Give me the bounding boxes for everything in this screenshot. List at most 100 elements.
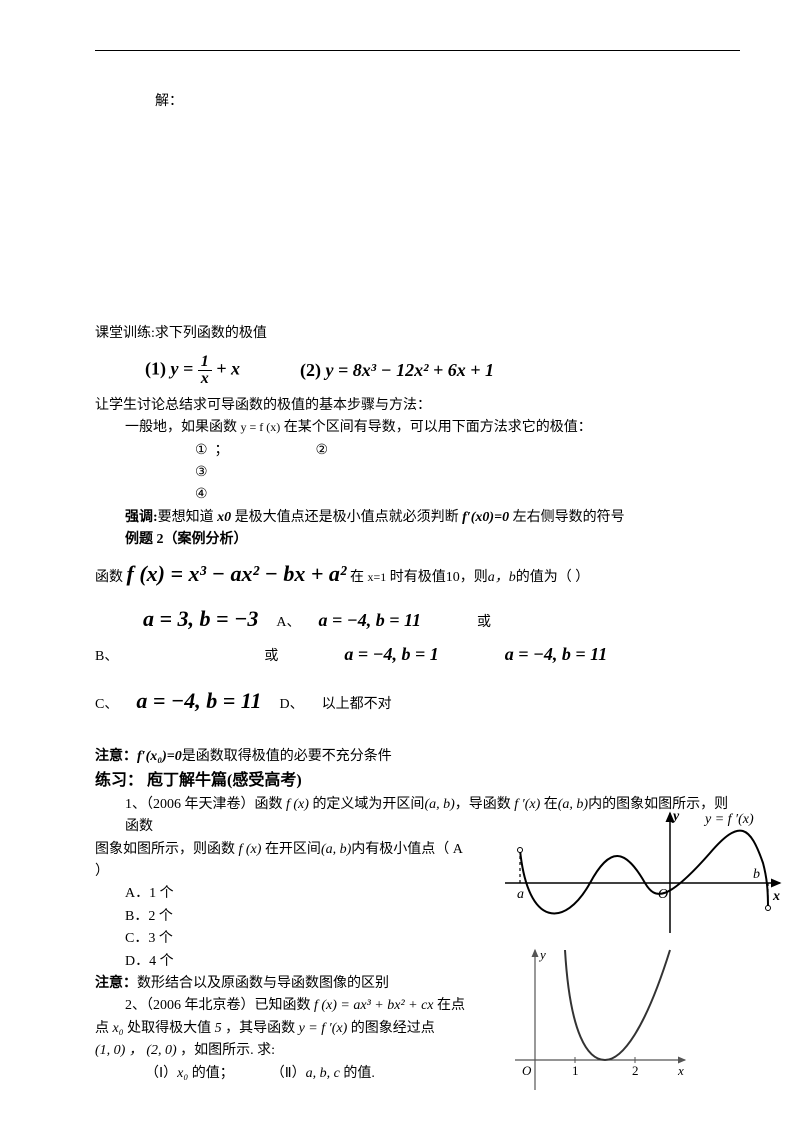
open-dot-a [518, 848, 523, 853]
q2-yfp: y = f ′(x) [295, 1021, 351, 1036]
q2-p2: a, b, c [306, 1066, 340, 1081]
q2-fx: f (x) = ax³ + bx² + cx [311, 998, 438, 1013]
note-math: f′(x₀)=0 [137, 749, 182, 764]
d-label: D、 [280, 694, 304, 716]
discuss-line1: 一般地，如果函数 y = f (x) 在某个区间有导数，可以用下面方法求它的极值… [125, 417, 740, 439]
f2-prefix: (2) [300, 360, 321, 380]
a-label: A、 [276, 612, 300, 634]
b-eq1: a = −4, b = 1 [344, 640, 438, 669]
b-label: B、 [95, 646, 118, 668]
graph1-b: b [753, 867, 760, 882]
g2-y: y [538, 947, 546, 962]
q2-a: 2、（2006 年北京卷）已知函数 [125, 998, 311, 1013]
q1-a: 1、（2006 年天津卷）函数 [125, 797, 283, 812]
q2-p1-label: （Ⅰ） [145, 1066, 177, 1081]
d-l1-b: 在某个区间有导数，可以用下面方法求它的极值： [284, 420, 592, 435]
a-eq: a = −4, b = 11 [319, 606, 421, 635]
graph2-svg: 1 2 O y x [510, 945, 690, 1095]
note-text: 是函数取得极值的必要不充分条件 [182, 749, 392, 764]
g2-x: x [677, 1063, 684, 1078]
f1-den: x [198, 371, 212, 387]
note2-label: 注意： [95, 976, 137, 991]
d-l1-a: 一般地，如果函数 [125, 420, 237, 435]
step-3: ③ [195, 462, 740, 484]
s4: ④ [195, 484, 211, 506]
f1-num: 1 [198, 354, 212, 371]
example2-lead: 函数 f (x) = x³ − ax² − bx + a² 在 x=1 时有极值… [95, 556, 740, 591]
ex2-c: 时有极值10，则 [386, 570, 488, 585]
g2-t1: 1 [572, 1063, 579, 1078]
note-line: 注意：f′(x₀)=0是函数取得极值的必要不充分条件 [95, 746, 740, 768]
q1-f: 在开区间 [265, 842, 321, 857]
q2-five: 5 [211, 1021, 225, 1036]
graph1-a: a [517, 887, 524, 902]
solve-label: 解： [155, 91, 740, 113]
graph2-curve [565, 950, 670, 1060]
note-label: 注意： [95, 749, 137, 764]
ex2-x1: x=1 [368, 570, 387, 584]
q2-d: ，其导函数 [225, 1021, 295, 1036]
graph1-O: O [658, 887, 668, 902]
f1-tail: + x [216, 358, 240, 378]
g2-O: O [522, 1063, 532, 1078]
ex2-d: 的值为（ ） [516, 570, 590, 585]
step-1-gap: ； [215, 443, 229, 458]
ex2-a: 函数 [95, 570, 127, 585]
f2: y = 8x³ − 12x² + 6x + 1 [326, 360, 494, 380]
step-4: ④ [195, 484, 740, 506]
or-2: 或 [264, 646, 278, 668]
q2-p1: x₀ [177, 1066, 188, 1081]
b-eq2: a = −4, b = 11 [505, 640, 607, 669]
f1-lhs: y = [171, 358, 194, 378]
f1-fraction: 1 x [198, 354, 212, 387]
ex2-fx: f (x) = x³ − ax² − bx + a² [127, 561, 347, 586]
q2-e: 的图象经过点 [351, 1021, 435, 1036]
q2-p2-tail: 的值. [340, 1066, 375, 1081]
emph-x0: x0 [217, 510, 231, 525]
note2-text: 数形结合以及原函数与导函数图像的区别 [137, 976, 389, 991]
practice-q1-line2: 内的图象如图所示，则函数 图象如图所示，则函数 f (x) 在开区间(a, b)… [95, 839, 465, 884]
practice-q2-line3: (1, 0) ， (2, 0) ，如图所示. 求: [95, 1040, 495, 1062]
q1-fx2: f (x) [235, 842, 265, 857]
c-label: C、 [95, 694, 118, 716]
choices: a = 3, b = −3 A、 a = −4, b = 11 或 B、 或 a… [95, 601, 740, 718]
emphasis-line: 强调:要想知道 x0 是极大值点还是极小值点就必须判断 f′(x0)=0 左右侧… [125, 507, 740, 529]
graph1-xlabel: x [772, 889, 780, 904]
graph-derivative-2: 1 2 O y x [510, 945, 690, 1095]
q1-ab: (a, b) [424, 797, 454, 812]
step-1: ① [195, 440, 211, 462]
emph-b: 是极大值点还是极小值点就必须判断 [231, 510, 462, 525]
or-1: 或 [477, 612, 491, 634]
c-eq: a = −4, b = 11 [136, 683, 261, 718]
ex2-ab: a，b [488, 570, 516, 585]
top-rule [95, 50, 740, 51]
example2-title: 例题 2（案例分析） [125, 529, 740, 551]
emph-label: 强调: [125, 510, 158, 525]
emph-a: 要想知道 [158, 510, 218, 525]
q2-p1-tail: 的值； [188, 1066, 234, 1081]
q2-f: ，如图所示. 求: [180, 1043, 275, 1058]
graph1-svg: a b O y x y = f ′(x) [495, 808, 785, 938]
q2-pts: (1, 0) ， (2, 0) [95, 1043, 180, 1058]
q1-fx: f (x) [283, 797, 313, 812]
f1-prefix: (1) [145, 358, 166, 378]
graph1-fn: y = f ′(x) [703, 812, 754, 827]
emph-c: 左右侧导数的符号 [509, 510, 625, 525]
q1-ab3: (a, b) [321, 842, 351, 857]
emph-fpx0: f′(x0)=0 [462, 510, 509, 525]
open-dot-b [766, 906, 771, 911]
q2-p2-label: （Ⅱ） [271, 1066, 306, 1081]
q2-c: 处取得极大值 [127, 1021, 211, 1036]
training-formulas: (1) y = 1 x + x (2) y = 8x³ − 12x² + 6x … [145, 354, 740, 387]
g2-t2: 2 [632, 1063, 639, 1078]
opt-a-eq: a = 3, b = −3 [143, 601, 258, 636]
training-title: 课堂训练:求下列函数的极值 [95, 323, 740, 345]
q1-b: 的定义域为开区间 [312, 797, 424, 812]
practice-q2-line2: 点 x₀ 处取得极大值 5 ，其导函数 y = f ′(x) 的图象经过点 [95, 1018, 495, 1040]
d-l1-math: y = f (x) [241, 420, 281, 434]
graph-derivative-1: a b O y x y = f ′(x) [495, 808, 785, 938]
practice-title: 练习： 庖丁解牛篇(感受高考) [95, 768, 740, 794]
steps-row1: ① ； ② [195, 440, 740, 462]
d-text: 以上都不对 [322, 694, 392, 716]
step-2: ② [316, 440, 332, 462]
